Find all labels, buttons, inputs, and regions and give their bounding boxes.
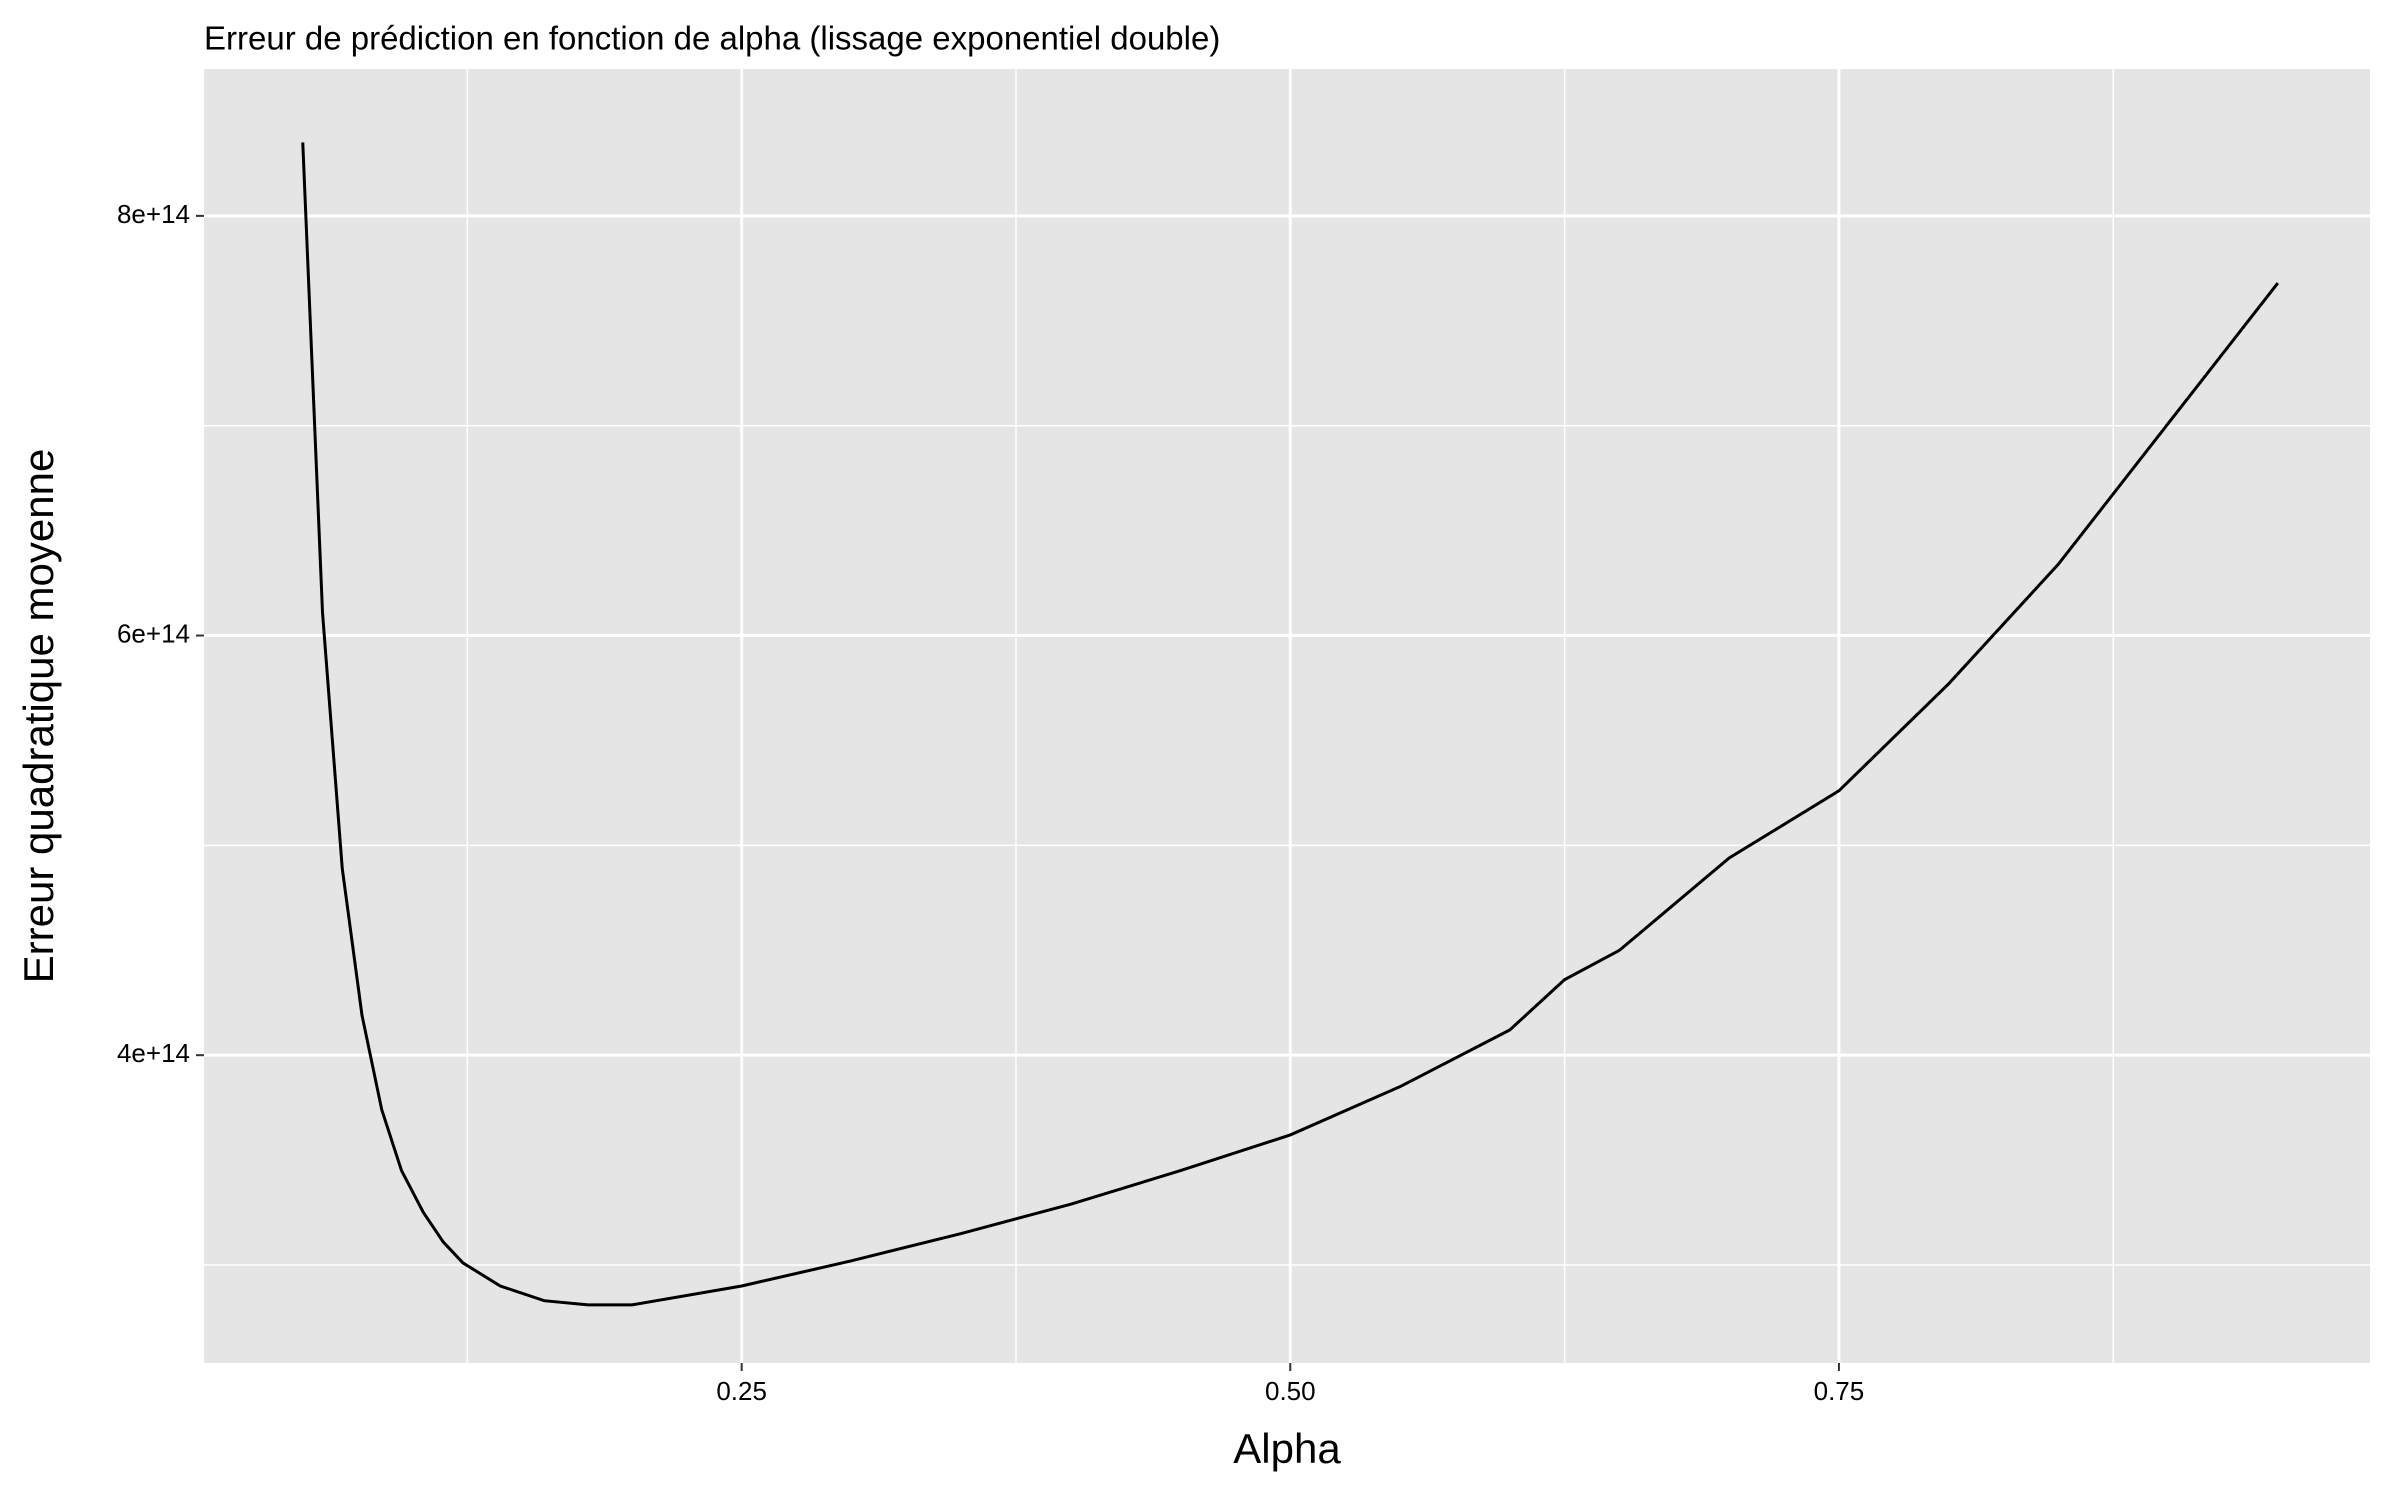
x-tick-label: 0.50 xyxy=(1265,1376,1316,1406)
line xyxy=(301,142,2280,1307)
chart-title: Erreur de prédiction en fonction de alph… xyxy=(204,20,1220,57)
x-tick-label: 0.75 xyxy=(1814,1376,1865,1406)
y-axis-title: Erreur quadratique moyenne xyxy=(15,449,62,984)
y-tick-label: 6e+14 xyxy=(117,618,190,648)
panel xyxy=(204,69,2370,1363)
y-tick-label: 8e+14 xyxy=(117,199,190,229)
y-tick-label: 4e+14 xyxy=(117,1038,190,1068)
x-tick-label: 0.25 xyxy=(716,1376,767,1406)
x-axis-title: Alpha xyxy=(1233,1425,1341,1472)
